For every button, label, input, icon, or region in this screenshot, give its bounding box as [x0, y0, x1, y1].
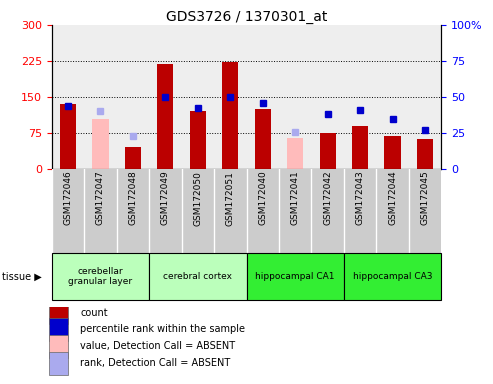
Bar [190, 111, 206, 169]
Bar [352, 126, 368, 169]
Text: GSM172046: GSM172046 [64, 170, 72, 225]
Bar [344, 253, 441, 300]
Text: GSM172045: GSM172045 [421, 170, 429, 225]
Text: GSM172040: GSM172040 [258, 170, 267, 225]
Text: tissue ▶: tissue ▶ [2, 271, 42, 281]
Bar [52, 253, 149, 300]
Bar [149, 253, 246, 300]
Bar [49, 335, 68, 358]
Bar [49, 352, 68, 375]
Text: cerebellar
granular layer: cerebellar granular layer [69, 267, 133, 286]
Bar [125, 147, 141, 169]
Bar [49, 301, 68, 324]
Text: GSM172041: GSM172041 [291, 170, 300, 225]
Bar [287, 138, 303, 169]
Bar [92, 119, 108, 169]
Bar [246, 253, 344, 300]
Text: hippocampal CA1: hippocampal CA1 [255, 272, 335, 281]
Text: GSM172043: GSM172043 [355, 170, 365, 225]
Text: rank, Detection Call = ABSENT: rank, Detection Call = ABSENT [80, 358, 231, 368]
Text: count: count [80, 308, 108, 318]
Text: GSM172047: GSM172047 [96, 170, 105, 225]
Text: percentile rank within the sample: percentile rank within the sample [80, 324, 246, 334]
Text: GSM172048: GSM172048 [128, 170, 138, 225]
Text: GSM172049: GSM172049 [161, 170, 170, 225]
Bar [254, 109, 271, 169]
Bar [385, 136, 401, 169]
Bar [319, 133, 336, 169]
Text: GSM172051: GSM172051 [226, 170, 235, 225]
Text: value, Detection Call = ABSENT: value, Detection Call = ABSENT [80, 341, 236, 351]
Bar [417, 139, 433, 169]
Title: GDS3726 / 1370301_at: GDS3726 / 1370301_at [166, 10, 327, 24]
Text: GSM172042: GSM172042 [323, 170, 332, 225]
Bar [49, 318, 68, 341]
Bar [222, 62, 239, 169]
Text: GSM172050: GSM172050 [193, 170, 202, 225]
Text: hippocampal CA3: hippocampal CA3 [353, 272, 432, 281]
Bar [60, 104, 76, 169]
Bar [157, 64, 174, 169]
Text: cerebral cortex: cerebral cortex [163, 272, 232, 281]
Text: GSM172044: GSM172044 [388, 170, 397, 225]
